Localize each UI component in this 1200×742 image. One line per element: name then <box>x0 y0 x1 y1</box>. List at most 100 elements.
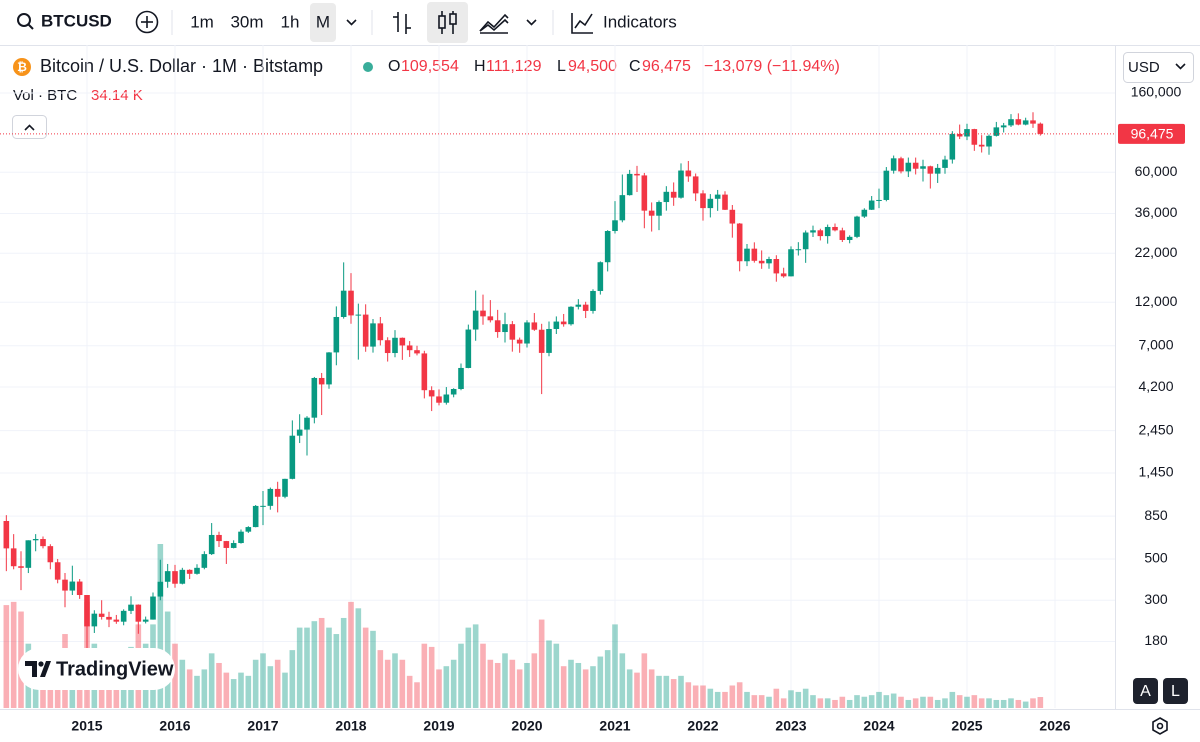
volume-bar <box>480 643 486 708</box>
candle-body <box>971 129 978 145</box>
coin-icon-glyph: ₿ <box>17 60 27 74</box>
interval[interactable]: 30m <box>230 12 263 31</box>
x-tick-label: 2025 <box>951 718 982 734</box>
candle-body <box>282 478 288 497</box>
candle-button-highlight <box>427 2 468 43</box>
y-tick-label: 22,000 <box>1135 244 1178 260</box>
chart-type-dropdown[interactable] <box>526 19 537 26</box>
interval[interactable]: 1h <box>281 12 300 31</box>
settings-button[interactable] <box>1152 717 1168 735</box>
x-tick-label: 2017 <box>247 718 278 734</box>
candle-body <box>509 324 516 340</box>
volume-bar <box>846 699 853 708</box>
volume-bar <box>450 659 457 708</box>
volume-bar <box>604 650 611 708</box>
auto-scale-button[interactable] <box>1133 678 1158 704</box>
search-icon[interactable] <box>17 13 34 30</box>
interval[interactable]: 1m <box>190 12 214 31</box>
volume-bar <box>986 698 992 708</box>
interval[interactable]: M <box>316 12 330 31</box>
volume-bar <box>817 698 824 708</box>
candle-body <box>678 170 684 198</box>
volume-bar <box>355 608 362 708</box>
x-tick-label: 2019 <box>423 718 454 734</box>
indicators-button[interactable]: Indicators <box>603 12 677 31</box>
volume-bar <box>934 699 941 708</box>
candle-body <box>84 595 90 627</box>
interval-dropdown[interactable] <box>346 19 357 26</box>
volume-bar <box>707 688 714 708</box>
candle-body <box>546 328 552 353</box>
volume-bar <box>641 653 648 708</box>
indicators-icon[interactable] <box>571 13 593 34</box>
y-tick-label: 180 <box>1144 632 1168 648</box>
candle-body <box>912 162 919 169</box>
candle-body <box>524 322 530 344</box>
candle-body <box>113 619 120 622</box>
candle-body <box>685 170 692 177</box>
candle-body <box>406 345 413 351</box>
volume-bar <box>348 601 354 708</box>
brand-badge[interactable] <box>18 648 175 690</box>
candle-body <box>868 200 875 210</box>
volume-bar <box>553 643 560 708</box>
candle-body <box>311 377 318 418</box>
volume-bar <box>208 653 215 708</box>
volume-bar <box>905 699 912 708</box>
volume-bar <box>780 698 787 708</box>
volume-bar <box>700 685 706 708</box>
auto-scale-label: A <box>1140 683 1151 700</box>
candle-body <box>634 173 640 176</box>
collapse-button[interactable] <box>12 115 47 139</box>
last-price-box <box>1118 123 1185 144</box>
candle-body <box>538 329 545 353</box>
x-tick-label: 2018 <box>335 718 366 734</box>
volume-bar <box>252 659 259 708</box>
candle-body <box>216 534 222 542</box>
x-tick-label: 2024 <box>863 718 894 734</box>
y-tick-label: 12,000 <box>1135 293 1178 309</box>
volume-bar <box>927 696 934 708</box>
volume-bar <box>1015 699 1022 708</box>
volume-bar <box>766 696 772 708</box>
volume-bar <box>406 675 413 708</box>
volume-bar <box>795 691 802 708</box>
candle-body <box>700 193 706 209</box>
candle-body <box>744 248 750 262</box>
volume-bar <box>443 666 450 708</box>
candle-body <box>898 158 904 172</box>
candle-body <box>1030 120 1036 124</box>
volume-bar <box>10 601 17 708</box>
candle-body <box>414 350 420 354</box>
y-tick-label: 7,000 <box>1138 336 1173 352</box>
add-symbol-button[interactable] <box>135 10 159 34</box>
volume-bar <box>839 696 846 708</box>
volume-bar <box>868 695 875 708</box>
log-scale-button[interactable] <box>1163 678 1188 704</box>
candle-body <box>487 316 494 321</box>
area-chart-button[interactable] <box>479 13 509 34</box>
candle-body <box>956 133 963 137</box>
volume-bar <box>575 662 582 708</box>
candle-body <box>40 539 46 547</box>
currency[interactable]: USD <box>1128 59 1160 76</box>
currency-dropdown[interactable] <box>1123 52 1194 83</box>
volume-bar <box>472 624 479 708</box>
symbol[interactable]: BTCUSD <box>41 11 112 30</box>
candle-body <box>362 314 369 347</box>
volume-bar <box>773 688 780 708</box>
candle-body <box>942 159 948 168</box>
candle-chart-button[interactable] <box>438 11 457 34</box>
candle-body <box>626 173 633 196</box>
y-tick-label: 850 <box>1144 507 1168 523</box>
candle-body <box>76 581 83 596</box>
bar-chart-button[interactable] <box>393 12 411 34</box>
volume-bar <box>267 666 274 708</box>
candle-body <box>186 569 193 574</box>
volume-bar <box>1030 698 1036 708</box>
candle-body <box>201 554 208 568</box>
volume-bar <box>223 672 230 708</box>
y-tick-label: 1,450 <box>1138 464 1173 480</box>
candle-body <box>245 527 252 532</box>
volume-bar <box>949 691 956 708</box>
